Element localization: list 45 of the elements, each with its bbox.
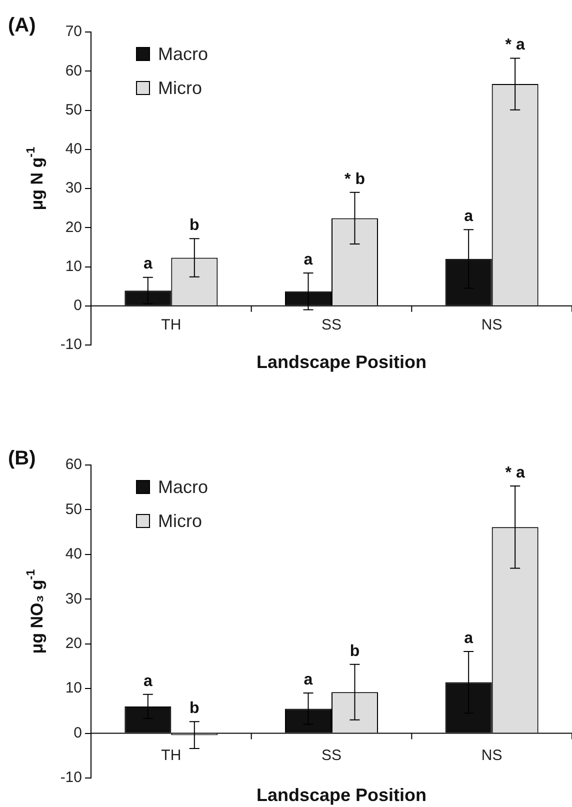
legend-label: Micro [158,78,202,98]
x-tick-label: TH [161,746,182,764]
data-label: a [143,672,152,690]
y-tick-label: -10 [60,336,82,354]
data-label: a [464,208,474,225]
y-tick-label: 50 [65,101,82,118]
y-tick-label: 20 [65,218,82,236]
data-label: b [190,216,200,234]
y-tick-label: -10 [60,769,82,786]
y-tick-label: 30 [65,590,82,608]
legend-label: Macro [158,44,208,64]
data-label: b [190,700,200,718]
y-tick-label: 70 [65,23,82,40]
y-tick-label: 10 [65,258,82,275]
x-tick-label: SS [321,746,342,764]
x-tick-label: NS [481,746,502,764]
y-tick-label: 10 [65,680,82,697]
y-tick-label: 60 [65,456,82,474]
x-axis-title: Landscape Position [256,352,427,372]
y-tick-label: 40 [65,140,82,158]
y-tick-label: 0 [74,724,82,742]
data-label: b [350,642,360,660]
y-axis-title: μg N g-1 [23,146,47,210]
y-tick-label: 20 [65,635,82,652]
legend-label: Micro [158,510,202,531]
x-tick-label: NS [481,316,502,334]
y-axis-title: μg NO₃ g-1 [23,568,47,654]
data-label: * b [344,170,366,188]
y-tick-label: 0 [74,297,82,314]
y-tick-label: 30 [65,180,82,197]
data-label: a [143,256,152,273]
x-tick-label: TH [161,316,182,334]
data-label: a [304,671,313,688]
y-tick-label: 50 [65,500,82,518]
y-tick-label: 60 [65,62,82,80]
x-axis-title: Landscape Position [256,784,427,805]
data-label: * a [505,464,525,482]
chart-title: (A) [8,14,36,37]
data-label: a [464,630,474,647]
legend-label: Macro [158,476,208,497]
y-tick-label: 40 [65,546,82,563]
data-label: a [304,251,313,268]
data-label: * a [505,36,525,54]
chart-title: (B) [8,448,36,470]
x-tick-label: SS [321,316,342,334]
